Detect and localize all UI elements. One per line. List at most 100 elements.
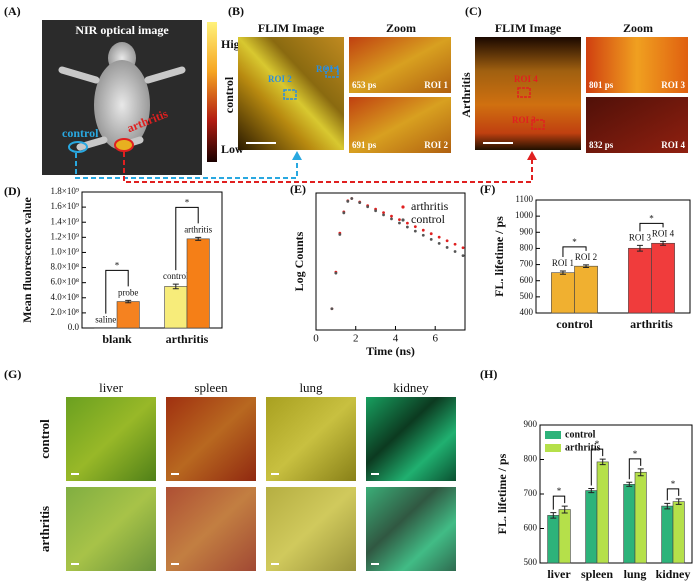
y-tick-label: 1.8×10⁹ <box>51 186 79 196</box>
bar <box>651 242 675 314</box>
arrow-head <box>292 151 302 160</box>
data-point <box>338 233 342 236</box>
y-tick-label: 500 <box>524 557 538 567</box>
flim-image <box>238 37 344 150</box>
y-tick-label: 8.0×10⁸ <box>51 262 79 272</box>
x-tick-label: control <box>556 317 593 331</box>
zoom-value: 832 ps <box>589 140 614 150</box>
significance-bracket <box>552 495 566 510</box>
y-tick-label: 800 <box>524 454 538 464</box>
data-point <box>429 237 433 241</box>
tissue-image <box>66 397 156 481</box>
image-title: FLIM Image <box>258 21 325 35</box>
data-point <box>453 242 457 246</box>
y-tick-label: 1.6×10⁹ <box>51 201 79 211</box>
data-point <box>445 246 449 249</box>
tissue-image <box>266 487 356 571</box>
link-arrow <box>75 153 298 179</box>
data-point <box>390 214 393 218</box>
legend-label: arthritis <box>565 442 601 453</box>
significance-label: * <box>671 479 676 489</box>
data-point <box>405 225 409 229</box>
x-tick-label: 2 <box>353 333 359 345</box>
tissue-image <box>266 397 356 481</box>
data-point <box>421 228 425 232</box>
link-arrow <box>123 152 533 183</box>
roi-label: ROI 3 <box>512 115 536 125</box>
significance-bracket <box>175 206 199 271</box>
data-point <box>330 307 334 311</box>
bar <box>628 247 652 314</box>
y-tick-label: 1.2×10⁹ <box>51 231 79 241</box>
bar <box>164 286 188 329</box>
arrow-head <box>527 151 537 160</box>
significance-label: * <box>633 449 638 459</box>
significance-label: * <box>572 237 577 247</box>
tissue-image <box>166 487 256 571</box>
y-tick-label: 400 <box>520 307 534 317</box>
tissue-image <box>366 487 456 571</box>
y-tick-label: 1000 <box>515 210 534 220</box>
bar <box>661 505 674 564</box>
error-bar <box>550 512 557 519</box>
bar-label: arthritis <box>184 224 212 234</box>
x-tick-label: 0 <box>313 333 319 345</box>
zoom-image <box>349 97 451 153</box>
error-bar <box>637 468 644 477</box>
y-axis-label: FL. lifetime / ps <box>495 453 509 534</box>
roi-circle <box>114 138 134 152</box>
x-tick-label: arthritis <box>166 332 209 346</box>
x-tick-label: kidney <box>656 567 691 581</box>
y-tick-label: 800 <box>520 242 534 252</box>
bar <box>623 484 636 564</box>
image-title: Zoom <box>623 21 653 35</box>
data-point <box>358 201 362 205</box>
bar <box>574 265 598 314</box>
bar-label: control <box>163 271 189 281</box>
column-label: spleen <box>194 380 228 395</box>
roi-box <box>517 87 531 98</box>
y-tick-label: 700 <box>520 259 534 269</box>
legend-swatch <box>545 431 561 439</box>
significance-label: * <box>557 486 562 496</box>
y-tick-label: 1100 <box>515 194 533 204</box>
error-bar <box>599 458 606 466</box>
image-label: control <box>62 126 99 140</box>
error-bar <box>125 299 132 304</box>
panel-label: (D) <box>4 184 21 198</box>
plot-frame <box>81 191 223 329</box>
bar <box>596 461 609 564</box>
data-point <box>453 250 457 253</box>
error-bar <box>561 505 568 514</box>
y-axis-label: FL. lifetime / ps <box>492 216 506 297</box>
zoom-image <box>586 97 688 153</box>
roi-label: ROI 1 <box>316 64 340 74</box>
data-point <box>374 209 377 213</box>
significance-bracket <box>562 246 587 258</box>
significance-bracket <box>105 269 129 314</box>
error-bar <box>588 487 595 494</box>
column-label: liver <box>99 380 123 395</box>
x-tick-label: 6 <box>432 333 438 345</box>
y-tick-label: 900 <box>524 419 538 429</box>
y-tick-label: 500 <box>520 291 534 301</box>
image-title: Zoom <box>386 21 416 35</box>
plot-frame <box>315 192 466 331</box>
significance-label: * <box>649 213 654 223</box>
y-tick-label: 700 <box>524 488 538 498</box>
bar-label: ROI 2 <box>575 252 597 262</box>
x-tick-label: arthritis <box>630 317 673 331</box>
significance-label: * <box>115 260 120 270</box>
row-label: control <box>222 76 236 113</box>
data-point <box>342 211 346 215</box>
zoom-roi: ROI 1 <box>424 80 448 90</box>
bar-label: ROI 4 <box>652 228 675 238</box>
data-point <box>398 218 401 222</box>
legend-swatch <box>545 444 561 452</box>
plot-frame <box>535 199 691 314</box>
x-axis-label: Time (ns) <box>366 344 415 358</box>
zoom-value: 801 ps <box>589 80 614 90</box>
data-point <box>421 233 425 237</box>
error-bar <box>675 498 682 505</box>
